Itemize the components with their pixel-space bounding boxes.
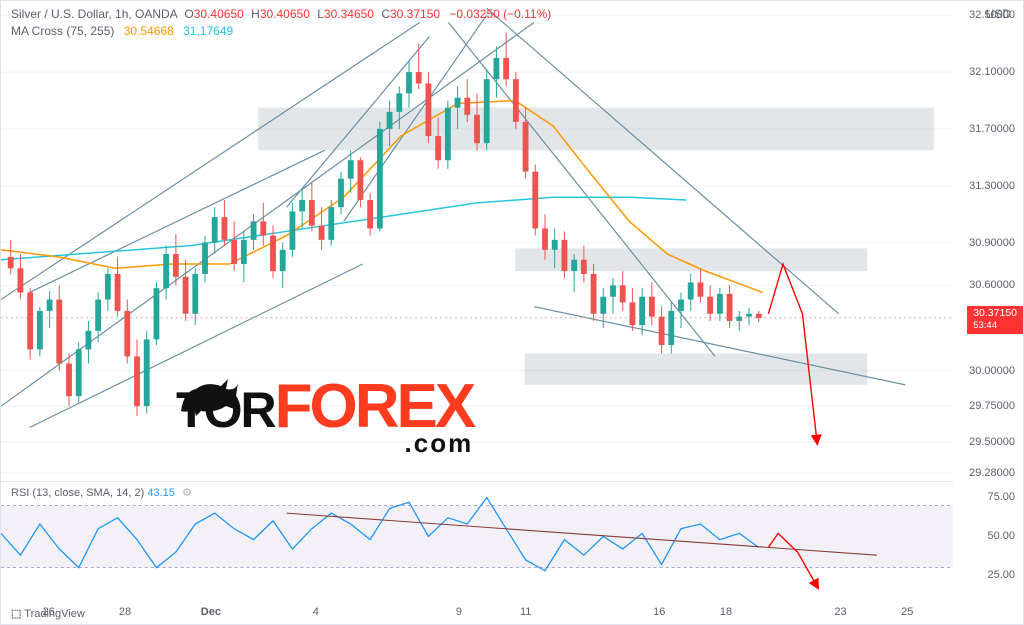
y-axis-label: 30.00000 [969,365,1015,377]
y-axis-label: 30.60000 [969,279,1015,291]
watermark-logo: TORFOREX .com [176,371,473,459]
y-axis-label: 32.10000 [969,66,1015,78]
ohlc-o: 30.40650 [194,7,244,21]
ma-cross-label[interactable]: MA Cross (75, 255) [11,24,114,38]
y-axis-label: 31.30000 [969,180,1015,192]
ohlc-c: 30.37150 [390,7,440,21]
price-change: −0.03250 (−0.11%) [449,7,551,21]
rsi-value: 43.15 [147,487,175,499]
bar-countdown: 53:44 [973,320,1017,332]
rsi-settings-icon[interactable]: ⚙ [182,487,192,499]
x-axis-label: 25 [901,606,913,618]
y-axis-label: 30.90000 [969,237,1015,249]
rsi-label[interactable]: RSI (13, close, SMA, 14, 2) [11,487,144,499]
x-axis-label: 4 [313,606,319,618]
x-axis-label: 18 [720,606,732,618]
rsi-y-label: 75.00 [987,491,1015,503]
rsi-y-label: 50.00 [987,530,1015,542]
ma255-value: 31.17649 [183,24,233,38]
x-axis-label: 9 [456,606,462,618]
ohlc-h-label: H [251,7,260,21]
x-axis-label: 11 [520,606,531,618]
current-price: 30.37150 [973,307,1017,319]
chart-container: Silver / U.S. Dollar, 1h, OANDA O30.4065… [1,1,1023,624]
rsi-y-label: 25.00 [987,569,1015,581]
y-axis-label: 29.28000 [969,467,1015,479]
rsi-chart[interactable]: RSI (13, close, SMA, 14, 2) 43.15 ⚙ [1,481,953,591]
indicator-header: MA Cross (75, 255) 30.54668 31.17649 [11,24,233,38]
price-chart[interactable] [1,1,953,473]
ohlc-l-label: L [317,7,324,21]
x-axis-label: 28 [119,606,131,618]
x-axis-label: 16 [653,606,665,618]
symbol-name[interactable]: Silver / U.S. Dollar, 1h, OANDA [11,7,177,21]
rsi-header: RSI (13, close, SMA, 14, 2) 43.15 ⚙ [11,486,192,499]
currency-label: USD [986,7,1011,21]
ohlc-l: 30.34650 [324,7,374,21]
ohlc-o-label: O [184,7,193,21]
x-axis-label: 23 [834,606,846,618]
current-price-tag: 30.37150 53:44 [967,306,1023,334]
x-axis-label: 26 [43,606,55,618]
y-axis-label: 31.70000 [969,123,1015,135]
y-axis-label: 29.50000 [969,436,1015,448]
ohlc-h: 30.40650 [260,7,310,21]
ma75-value: 30.54668 [124,24,174,38]
ohlc-c-label: C [381,7,390,21]
y-axis-label: 29.75000 [969,400,1015,412]
symbol-header: Silver / U.S. Dollar, 1h, OANDA O30.4065… [11,7,551,21]
x-axis-label: Dec [201,606,221,618]
